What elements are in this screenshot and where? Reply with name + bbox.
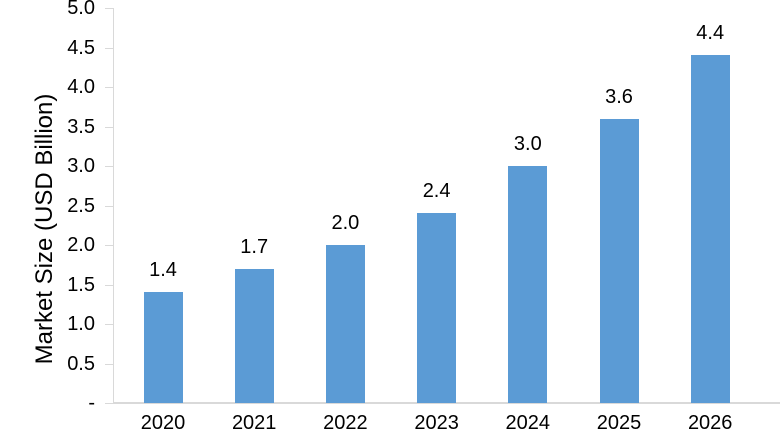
bar: [417, 213, 457, 403]
y-tick-label: 4.5: [67, 36, 95, 59]
y-tick-label: 0.5: [67, 352, 95, 375]
y-tick-mark: [105, 87, 113, 88]
bar: [599, 118, 639, 403]
bar: [143, 292, 183, 403]
bar: [690, 55, 730, 403]
bar: [234, 268, 274, 403]
bar-value-label: 3.0: [513, 133, 542, 155]
bar-value-label: 3.6: [605, 85, 633, 108]
y-tick-mark: [105, 48, 113, 49]
x-tick-label: 2026: [687, 412, 733, 434]
y-tick-mark: [105, 324, 113, 325]
y-tick-label: 5.0: [67, 0, 95, 19]
y-axis-line: [113, 8, 114, 403]
bar: [325, 245, 365, 403]
bar-value-label: 2.4: [422, 180, 451, 203]
x-tick-label: 2023: [414, 412, 459, 434]
x-tick-label: 2020: [140, 412, 186, 434]
y-tick-label: 2.5: [67, 194, 95, 217]
x-tick-label: 2025: [596, 412, 642, 434]
x-axis-line: [113, 402, 780, 404]
x-tick-label: 2022: [323, 412, 368, 434]
y-tick-mark: [105, 403, 113, 404]
y-tick-mark: [105, 285, 113, 286]
y-tick-mark: [105, 206, 113, 207]
bar-value-label: 1.7: [240, 235, 269, 258]
y-tick-label: 1.5: [67, 273, 95, 296]
y-tick-mark: [105, 364, 113, 365]
y-tick-label: 3.5: [67, 115, 95, 138]
y-tick-mark: [105, 127, 113, 128]
y-tick-label: 3.0: [67, 155, 95, 177]
y-tick-label: 1.0: [67, 313, 95, 335]
y-tick-mark: [105, 245, 113, 246]
y-tick-mark: [105, 166, 113, 167]
bar-value-label: 4.4: [696, 22, 725, 45]
y-tick-label: -: [88, 392, 95, 414]
bar: [508, 166, 548, 403]
y-tick-mark: [105, 8, 113, 9]
x-tick-label: 2024: [505, 412, 551, 434]
x-tick-label: 2021: [231, 412, 277, 434]
bar-value-label: 1.4: [149, 259, 177, 282]
y-tick-label: 4.0: [67, 76, 95, 98]
bar-value-label: 2.0: [331, 212, 360, 234]
y-tick-label: 2.0: [67, 234, 95, 256]
